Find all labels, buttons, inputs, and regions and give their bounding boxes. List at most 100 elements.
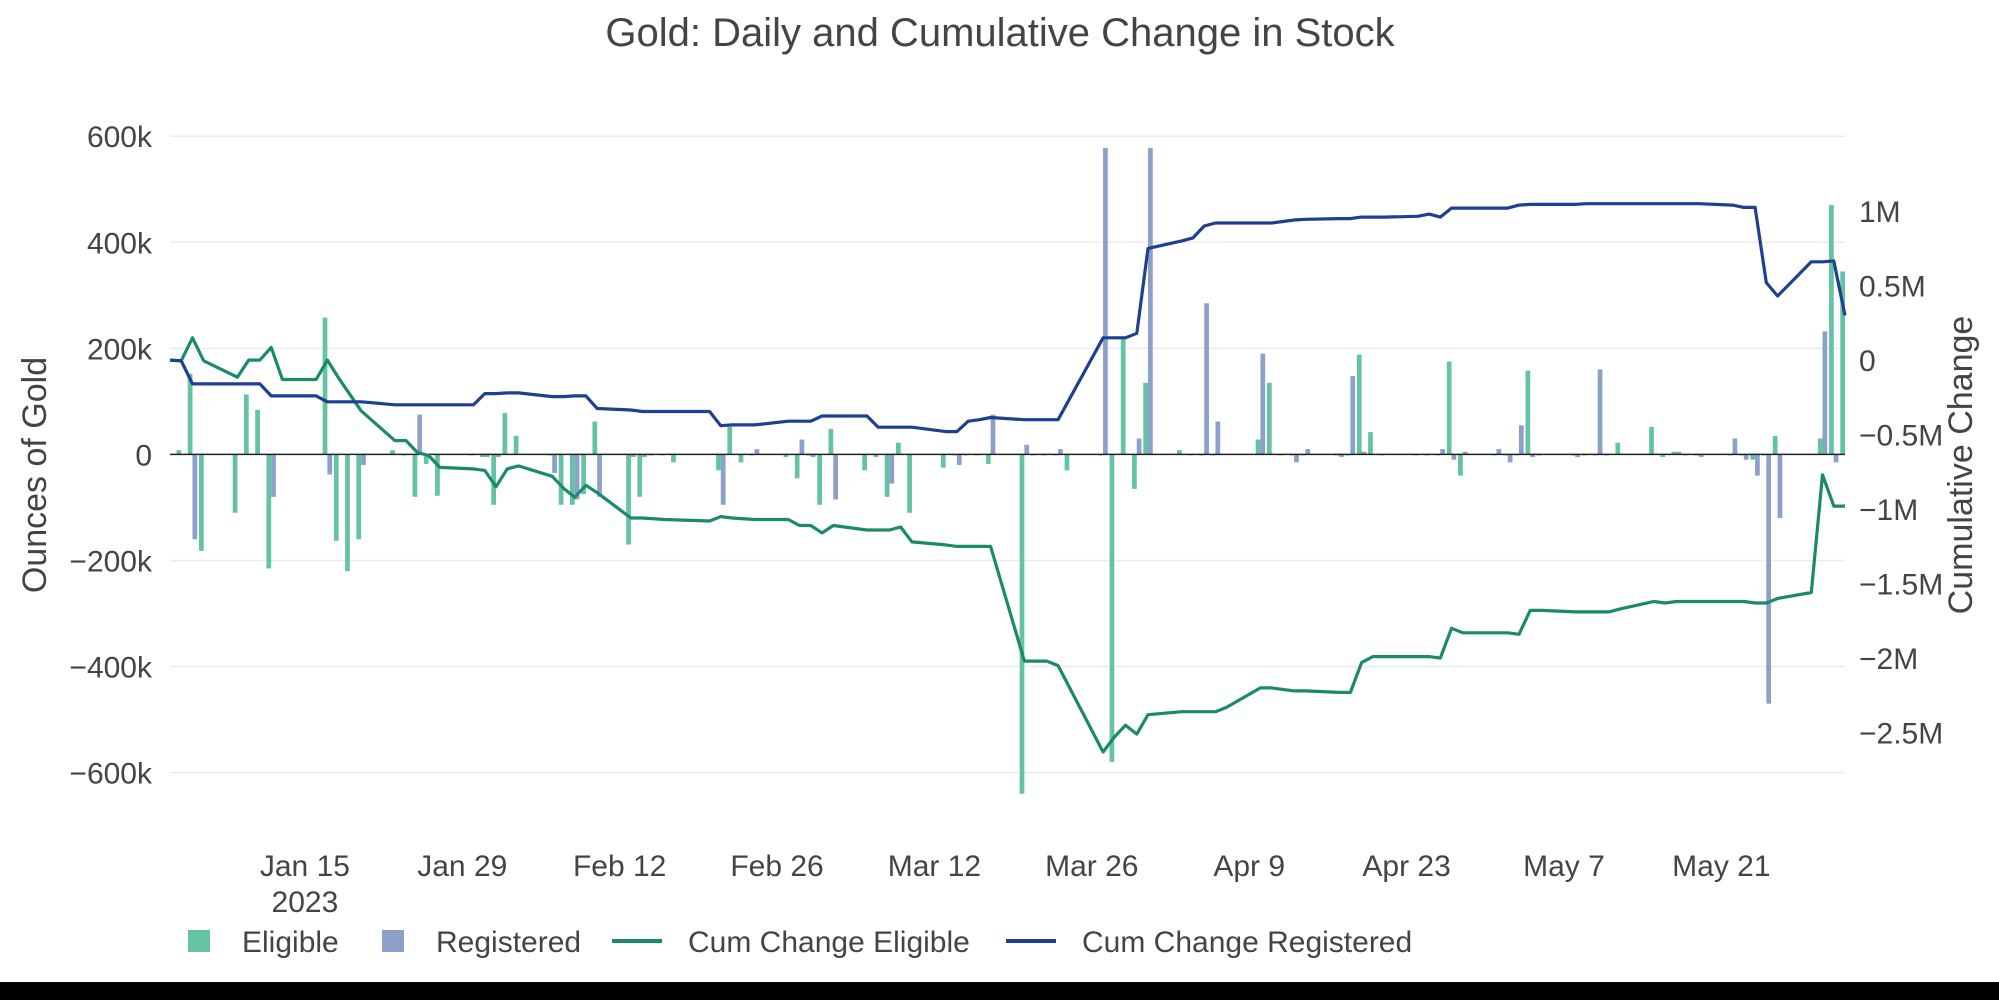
bar-registered [1743,454,1749,460]
bar-eligible [333,454,339,541]
bar-registered [1440,449,1446,455]
bar-eligible [828,428,834,455]
bar-eligible [266,454,272,569]
bar-eligible [592,421,598,455]
bar-registered [630,454,636,458]
y2-tick-label: −0.5M [1859,420,1943,453]
legend-label: Cum Change Eligible [688,926,970,959]
bar-eligible [884,454,890,497]
y2-tick-label: 1M [1859,196,1901,229]
bar-eligible [1132,454,1137,489]
legend-label: Registered [436,926,581,959]
y2-axis-label: Cumulative Change [1942,316,1980,615]
x-axis-ticks: Jan 15 Jan 29 Feb 12 Feb 26 Mar 12 Mar 26 Apr … [260,850,1771,919]
bar-eligible [1829,205,1834,455]
bar-eligible [232,454,238,513]
bar-registered [1507,454,1513,463]
bar-eligible [255,409,260,455]
bar-registered [484,454,490,458]
bar-eligible [671,454,676,463]
y-tick-label: 400k [87,227,153,260]
x-tick-label: Apr 23 [1362,850,1450,883]
bar-eligible [1446,361,1452,455]
bar-registered [889,454,895,484]
bar-registered [574,454,580,500]
bar-registered [417,414,423,455]
x-tick-label: Jan 29 [417,850,507,883]
bar-registered [754,449,760,455]
bar-registered [496,454,501,458]
x-tick-label: Jan 15 [260,850,350,883]
bar-eligible [1255,439,1261,455]
bar-registered [799,439,805,455]
x-tick-label: Mar 26 [1045,850,1138,883]
bar-eligible [513,435,519,455]
bar-eligible [187,373,193,455]
bar-registered [1833,454,1839,463]
bar-eligible [626,454,631,545]
y-tick-label: −400k [69,652,153,685]
bar-eligible [502,413,508,455]
bar-registered [1822,331,1828,455]
x-tick-label: May 7 [1523,850,1605,883]
bar-eligible [243,394,249,455]
bar-eligible [1840,271,1845,455]
bar-registered [327,454,333,475]
bar-eligible [1750,454,1756,460]
bar-eligible [1177,450,1182,455]
bar-eligible [1525,370,1531,455]
bar-eligible [817,454,823,505]
bar-registered [1148,147,1153,455]
bar-eligible [345,454,350,572]
y2-tick-label: −2M [1859,643,1918,676]
bar-eligible [794,454,800,479]
y-axis-label: Ounces of Gold [16,357,54,593]
y-tick-label: −600k [69,758,153,791]
legend-swatch [382,930,404,952]
bar-eligible [873,454,879,458]
bar-registered [956,454,962,465]
bar-eligible [1019,454,1025,794]
bar-eligible [390,450,395,455]
bar-registered [1755,454,1760,476]
line-cum-change-registered [169,202,1847,434]
bar-registered [810,454,816,458]
y2-tick-label: −1M [1859,494,1918,527]
bar-registered [1215,421,1221,455]
y2-tick-label: 0.5M [1859,271,1926,304]
bar-registered [642,454,647,458]
bar-series [176,147,1845,794]
bar-registered [1024,444,1030,455]
chart-title: Gold: Daily and Cumulative Change in Sto… [605,11,1395,55]
bar-eligible [558,454,564,505]
bar-registered [1305,449,1311,455]
bar-eligible [716,454,721,471]
bar-registered [833,454,838,500]
bar-eligible [1109,454,1115,762]
bar-registered [1676,451,1682,455]
legend: Eligible Registered Cum Change Eligible Cum… [188,926,1412,959]
gridlines [170,135,1845,774]
bar-registered [1350,375,1356,455]
bar-registered [1575,454,1580,458]
bar-registered [1777,454,1783,519]
y2-tick-label: −1.5M [1859,569,1943,602]
bar-eligible [1266,382,1272,455]
bar-eligible [480,454,485,458]
legend-label: Cum Change Registered [1082,926,1412,959]
y2-tick-label: 0 [1859,345,1876,378]
legend-label: Eligible [242,926,339,959]
x-tick-label: Feb 12 [573,850,666,883]
bar-eligible [1356,354,1362,455]
y-axis-ticks: −600k −400k −200k 0 200k 400k 600k [69,121,153,790]
bar-registered [1496,449,1502,455]
line-cum-change-eligible [169,336,1845,754]
bar-registered [1597,369,1603,455]
legend-swatch [188,930,210,952]
y-tick-label: 600k [87,121,153,154]
x-tick-label: Apr 9 [1213,850,1285,883]
bar-eligible [1817,438,1823,455]
bar-eligible [1120,337,1126,455]
bar-registered [1530,454,1535,458]
